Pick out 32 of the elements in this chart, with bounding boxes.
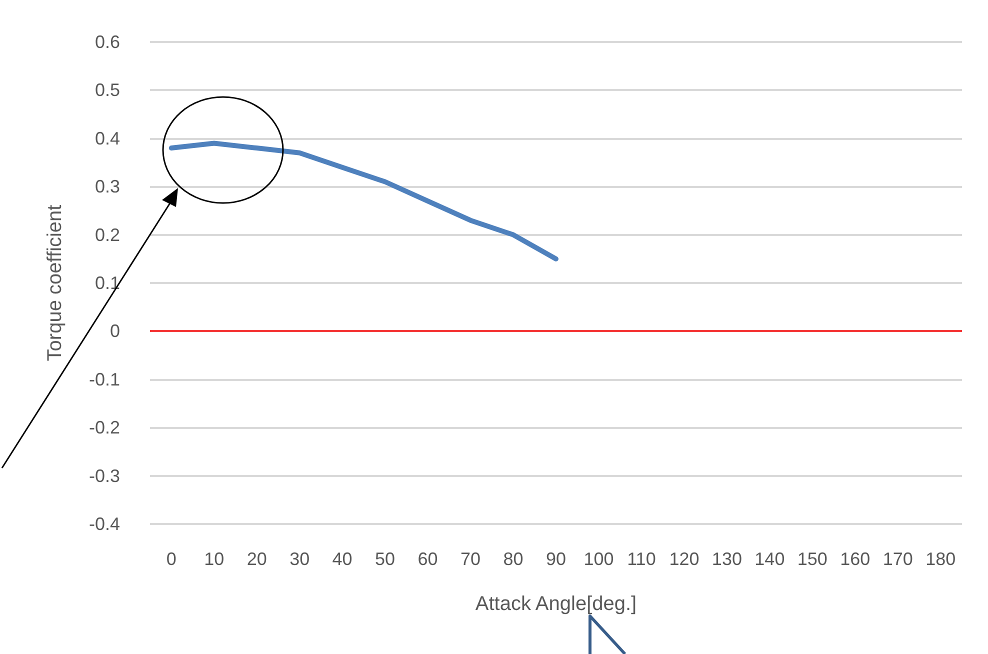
y-axis-title: Torque coefficient <box>44 204 66 362</box>
x-tick-label: 80 <box>503 549 524 569</box>
x-tick-label: 70 <box>460 549 481 569</box>
x-tick-label: 40 <box>332 549 352 569</box>
y-tick-label: 0.2 <box>94 224 120 245</box>
x-tick-label: 160 <box>840 549 870 569</box>
x-tick-label: 110 <box>627 549 656 569</box>
x-tick-label: 140 <box>754 549 785 569</box>
x-tick-label: 100 <box>584 549 614 569</box>
x-tick-label: 30 <box>290 549 310 569</box>
x-tick-label: 150 <box>797 549 828 569</box>
x-tick-label: 20 <box>246 549 267 569</box>
y-tick-label: 0.1 <box>94 273 120 293</box>
y-tick-label: -0.3 <box>88 466 120 486</box>
y-tick-label: -0.4 <box>88 514 120 534</box>
y-tick-label: 0.3 <box>94 176 120 197</box>
x-tick-label: 120 <box>669 549 700 569</box>
x-tick-label: 50 <box>375 549 396 569</box>
x-tick-label: 0 <box>166 549 176 569</box>
x-tick-label: 170 <box>882 549 913 569</box>
y-tick-label: 0.4 <box>94 128 120 148</box>
y-tick-label: -0.1 <box>88 369 120 390</box>
x-tick-label: 180 <box>926 549 956 569</box>
y-tick-label: 0 <box>110 321 120 342</box>
x-tick-label: 90 <box>546 549 566 569</box>
y-tick-label: -0.2 <box>88 418 120 438</box>
x-tick-label: 130 <box>712 549 742 569</box>
x-axis-title: Attack Angle[deg.] <box>475 593 637 615</box>
x-tick-label: 10 <box>204 549 224 569</box>
y-tick-label: 0.5 <box>94 80 120 100</box>
x-tick-label: 60 <box>418 549 438 569</box>
y-tick-label: 0.6 <box>94 32 120 52</box>
